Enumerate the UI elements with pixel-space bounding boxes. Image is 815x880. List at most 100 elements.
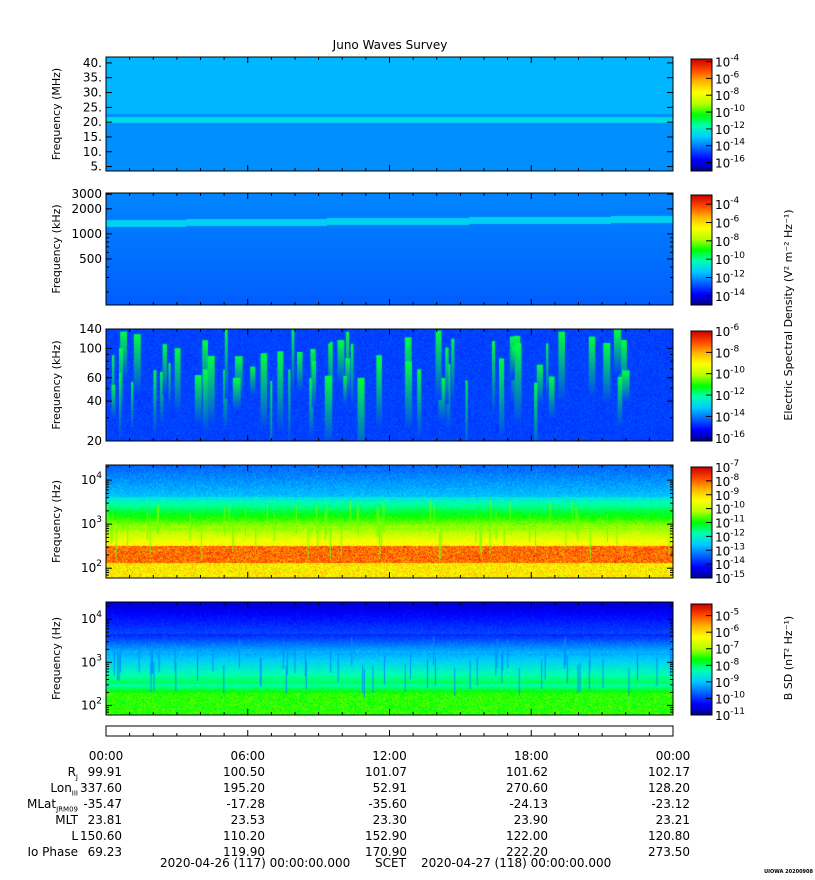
colorbar-tick-exponent: -16 xyxy=(730,430,745,440)
colorbar-tick-exponent: -8 xyxy=(730,233,739,243)
ephemeris-label-subscript: J xyxy=(75,773,78,782)
colorbar-tick-label: 10-14 xyxy=(715,408,745,424)
colorbar-tick-exponent: -15 xyxy=(730,570,745,580)
colorbar-tick-exponent: -12 xyxy=(730,270,745,280)
colorbar-tick-exponent: -8 xyxy=(730,473,739,483)
ephemeris-value: 150.60 xyxy=(80,829,122,843)
colorbar-tick-label: 10-16 xyxy=(715,430,745,446)
y-tick-label: 102 xyxy=(81,696,102,712)
colorbar-tick-label: 10-10 xyxy=(715,690,745,706)
y-tick-label: 2000 xyxy=(71,202,102,216)
y-tick-label: 40 xyxy=(87,394,102,408)
colorbar-tick-exponent: -10 xyxy=(730,501,745,511)
ephemeris-value: -35.60 xyxy=(368,797,407,811)
time-tick-label: 06:00 xyxy=(230,749,265,763)
colorbar-tick-label: 10-14 xyxy=(715,288,745,304)
y-tick-exponent: 3 xyxy=(96,653,102,663)
y-tick-label: 1000 xyxy=(71,227,102,241)
ephemeris-value: 99.91 xyxy=(87,765,122,779)
ephemeris-label-subscript: JRM09 xyxy=(56,805,78,814)
y-tick-label: 15. xyxy=(83,130,102,144)
ephemeris-value: -23.12 xyxy=(651,797,690,811)
y-tick-label: 20. xyxy=(83,115,102,129)
y-axis-label: Frequency (Hz) xyxy=(50,480,63,563)
colorbar-tick-exponent: -10 xyxy=(730,366,745,376)
spectrogram-hfwbr_mhz xyxy=(106,57,673,171)
y-tick-label: 104 xyxy=(81,471,102,487)
y-tick-exponent: 4 xyxy=(96,610,102,620)
y-tick-label: 140 xyxy=(79,322,102,336)
colorbar-tick-label: 10-12 xyxy=(715,270,745,286)
colorbar-tick-label: 10-15 xyxy=(715,570,745,586)
time-tick-label: 12:00 xyxy=(372,749,407,763)
colorbar-tick-label: 10-11 xyxy=(715,707,745,723)
colorbar-tick-exponent: -4 xyxy=(730,196,739,206)
ephemeris-value: 23.81 xyxy=(87,813,122,827)
colorbar-tick-exponent: -16 xyxy=(730,155,745,165)
y-tick-label: 104 xyxy=(81,610,102,626)
colorbar-tick-label: 10-6 xyxy=(715,624,740,640)
time-tick-label: 00:00 xyxy=(656,749,691,763)
ephemeris-value: 101.07 xyxy=(365,765,407,779)
colorbar-tick-label: 10-8 xyxy=(715,87,740,103)
ephemeris-value: 101.62 xyxy=(506,765,548,779)
y-tick-label: 500 xyxy=(79,252,102,266)
y-tick-label: 5. xyxy=(91,160,102,174)
colorbar-tick-label: 10-16 xyxy=(715,155,745,171)
colorbar-tick-exponent: -14 xyxy=(730,138,745,148)
y-tick-exponent: 4 xyxy=(96,471,102,481)
ephemeris-value: -24.13 xyxy=(509,797,548,811)
colorbar-tick-exponent: -14 xyxy=(730,408,745,418)
y-tick-label: 20 xyxy=(87,434,102,448)
ephemeris-value: 23.30 xyxy=(372,813,407,827)
y-tick-label: 103 xyxy=(81,515,102,531)
colorbar-tick-exponent: -5 xyxy=(730,608,739,618)
ephemeris-value: 222.20 xyxy=(506,845,548,859)
colorbar-tick-exponent: -8 xyxy=(730,657,739,667)
y-axis-label: Frequency (kHz) xyxy=(50,340,63,429)
colorbar-tick-label: 10-5 xyxy=(715,608,739,624)
colorbar-tick-label: 10-8 xyxy=(715,233,740,249)
ephemeris-label-subscript: III xyxy=(71,789,78,798)
colorbar-tick-exponent: -6 xyxy=(730,70,739,80)
ephemeris-label: L xyxy=(71,829,78,843)
footer-scet: SCET xyxy=(375,856,407,870)
colorbar-hfwbr_mhz xyxy=(690,58,713,172)
colorbar-tick-exponent: -11 xyxy=(730,515,745,525)
ephemeris-value: 52.91 xyxy=(372,781,407,795)
ephemeris-value: 270.60 xyxy=(506,781,548,795)
y-tick-label: 30. xyxy=(83,86,102,100)
y-tick-label: 100 xyxy=(79,341,102,355)
colorbar-tick-exponent: -12 xyxy=(730,121,745,131)
spectrogram-lfr_hz xyxy=(106,465,673,578)
colorbar-tick-label: 10-4 xyxy=(715,196,740,212)
ephemeris-value: 102.17 xyxy=(648,765,690,779)
y-tick-label: 102 xyxy=(81,559,102,575)
ephemeris-value: 110.20 xyxy=(223,829,265,843)
colorbar-tick-exponent: -7 xyxy=(730,459,739,469)
colorbar-tick-label: 10-9 xyxy=(715,674,740,690)
spectrogram-mag_hz xyxy=(106,602,673,715)
colorbar-tick-label: 10-10 xyxy=(715,366,745,382)
colorbar-tick-exponent: -8 xyxy=(730,344,739,354)
y-tick-label: 25. xyxy=(83,100,102,114)
colorbar-hfwbr_khz xyxy=(690,194,713,306)
colorbar-tick-label: 10-7 xyxy=(715,641,739,657)
ephemeris-value: 120.80 xyxy=(648,829,690,843)
ephemeris-value: 100.50 xyxy=(223,765,265,779)
ephemeris-label: MLT xyxy=(55,813,78,827)
y-axis-label: Frequency (MHz) xyxy=(50,68,63,160)
y-tick-label: 103 xyxy=(81,653,102,669)
colorbar-tick-label: 10-12 xyxy=(715,387,745,403)
colorbar-tick-label: 10-10 xyxy=(715,251,745,267)
y-axis-label: Frequency (Hz) xyxy=(50,617,63,700)
colorbar-tick-exponent: -10 xyxy=(730,690,745,700)
ephemeris-label: MLatJRM09 xyxy=(27,797,78,814)
ephemeris-value: 122.00 xyxy=(506,829,548,843)
time-tick-label: 18:00 xyxy=(514,749,549,763)
y-tick-label: 10. xyxy=(83,145,102,159)
ephemeris-value: 69.23 xyxy=(87,845,122,859)
ephemeris-value: 119.90 xyxy=(223,845,265,859)
